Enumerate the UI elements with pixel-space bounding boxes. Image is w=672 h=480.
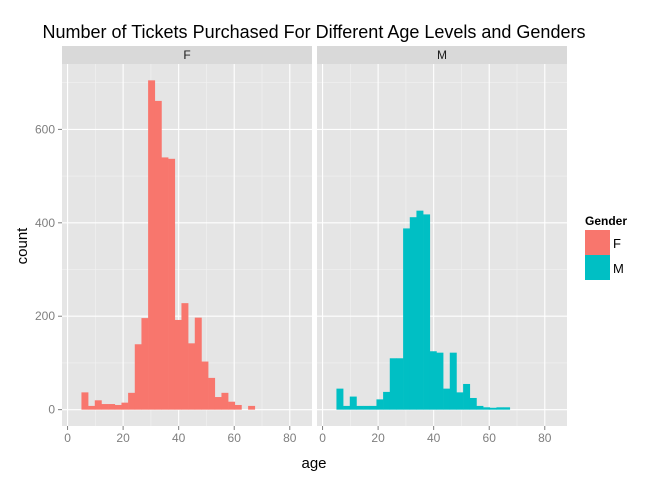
bar <box>443 388 451 410</box>
bar <box>148 80 156 410</box>
bar <box>194 317 202 410</box>
bar <box>356 405 364 410</box>
legend-label-m: M <box>613 261 624 276</box>
bar <box>248 405 256 410</box>
bar <box>121 402 129 410</box>
bar <box>456 392 464 410</box>
x-tick-label: 0 <box>319 431 326 445</box>
bar <box>416 210 424 410</box>
y-axis-title: count <box>14 227 31 265</box>
bar <box>336 388 344 410</box>
bar <box>168 158 176 410</box>
bar <box>376 399 384 410</box>
x-tick-label: 60 <box>483 431 497 445</box>
bar <box>221 392 229 410</box>
x-tick-label: 0 <box>64 431 71 445</box>
bar <box>349 396 357 410</box>
panel-m: M 0 20 40 60 80 <box>317 46 567 445</box>
facet-panels: F 0 20 40 60 80 0 200 400 600 M 0 20 40 60 80 <box>35 46 567 445</box>
bar <box>369 405 377 410</box>
bar <box>141 318 149 410</box>
legend-key-m <box>585 255 610 280</box>
bar <box>449 352 457 410</box>
legend-title: Gender <box>585 214 627 228</box>
y-tick-label: 0 <box>48 403 55 417</box>
bar <box>188 343 196 410</box>
x-tick-label: 20 <box>371 431 385 445</box>
bar <box>228 401 236 410</box>
bar <box>214 397 222 410</box>
x-tick-label: 40 <box>172 431 186 445</box>
strip-label-m: M <box>437 48 447 62</box>
bar <box>94 400 102 410</box>
bar <box>409 217 417 410</box>
chart-title: Number of Tickets Purchased For Differen… <box>43 22 586 42</box>
bar <box>503 407 511 410</box>
bar <box>343 405 351 410</box>
bar <box>161 157 169 410</box>
bar <box>174 319 182 410</box>
legend: Gender F M <box>585 214 627 280</box>
legend-key-f <box>585 230 610 255</box>
y-tick-label: 600 <box>35 122 55 136</box>
bar <box>114 404 122 410</box>
bar <box>429 351 437 410</box>
bar <box>423 214 431 410</box>
bar <box>396 358 404 410</box>
x-tick-label: 40 <box>427 431 441 445</box>
bar <box>134 344 142 410</box>
bar <box>81 392 89 410</box>
strip-m <box>317 46 567 64</box>
bar <box>476 405 484 410</box>
bar <box>496 407 504 410</box>
bar <box>383 391 391 410</box>
strip-label-f: F <box>183 48 190 62</box>
bar <box>154 100 162 410</box>
y-tick-label: 200 <box>35 309 55 323</box>
bar <box>389 358 397 410</box>
bar <box>489 407 497 410</box>
bar <box>483 407 491 410</box>
x-tick-label: 60 <box>228 431 242 445</box>
bar <box>363 405 371 410</box>
bar <box>108 404 116 410</box>
bar <box>208 377 216 410</box>
bar <box>101 404 109 410</box>
bar <box>234 404 242 410</box>
strip-f <box>62 46 312 64</box>
bar <box>128 392 136 410</box>
bar <box>181 303 189 410</box>
bar <box>88 405 96 410</box>
x-tick-label: 80 <box>538 431 552 445</box>
bar <box>201 361 209 410</box>
panel-f: F 0 20 40 60 80 0 200 400 600 <box>35 46 312 445</box>
y-tick-label: 400 <box>35 216 55 230</box>
x-axis-title: age <box>301 455 326 472</box>
bar <box>463 383 471 410</box>
bar <box>436 352 444 410</box>
x-tick-label: 80 <box>283 431 297 445</box>
x-tick-label: 20 <box>116 431 130 445</box>
legend-label-f: F <box>613 236 621 251</box>
bar <box>403 228 411 410</box>
bar <box>469 397 477 410</box>
